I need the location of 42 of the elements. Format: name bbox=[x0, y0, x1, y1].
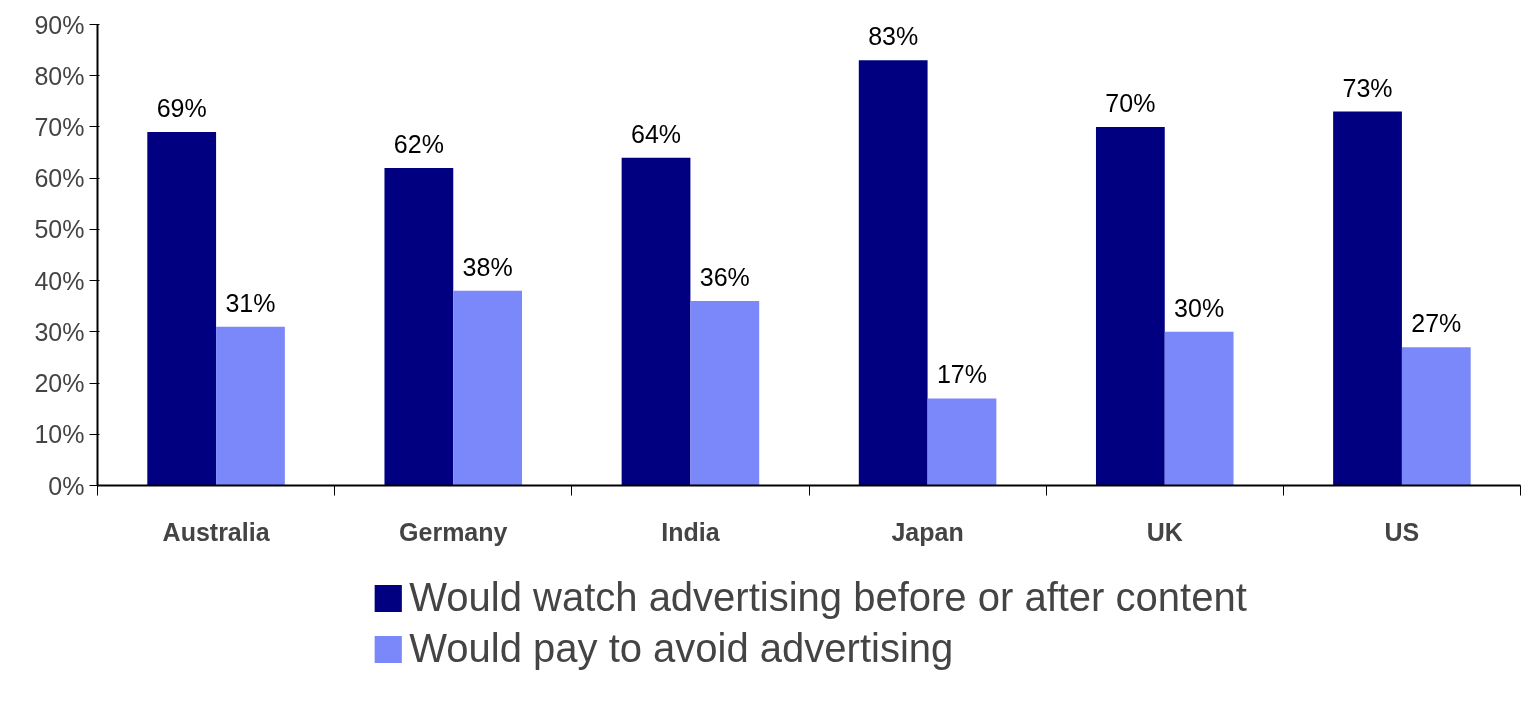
data-label: 36% bbox=[699, 263, 750, 292]
y-tick-label: 40% bbox=[34, 266, 85, 295]
bar bbox=[384, 167, 454, 486]
legend-label: Would watch advertising before or after content bbox=[409, 575, 1247, 620]
data-label: 62% bbox=[393, 129, 444, 158]
y-tick-label: 30% bbox=[34, 317, 85, 346]
data-label: 70% bbox=[1105, 88, 1156, 117]
legend-label: Would pay to avoid advertising bbox=[409, 626, 954, 671]
y-tick-label: 70% bbox=[34, 112, 85, 141]
y-tick-label: 20% bbox=[34, 369, 85, 398]
data-label: 38% bbox=[462, 252, 513, 281]
x-tick-label: Japan bbox=[891, 517, 964, 546]
data-label: 64% bbox=[631, 119, 682, 148]
bar bbox=[1164, 331, 1234, 486]
bar bbox=[147, 132, 217, 486]
x-tick-label: US bbox=[1384, 517, 1420, 546]
data-label: 30% bbox=[1174, 293, 1225, 322]
bar bbox=[1333, 111, 1402, 486]
data-label: 73% bbox=[1342, 73, 1393, 102]
y-tick-label: 90% bbox=[34, 10, 85, 39]
x-tick-label: UK bbox=[1146, 517, 1183, 546]
y-tick-label: 50% bbox=[34, 215, 85, 244]
y-tick-label: 80% bbox=[34, 61, 85, 90]
data-label: 31% bbox=[225, 288, 276, 317]
bar bbox=[927, 398, 997, 486]
data-label: 27% bbox=[1411, 309, 1462, 338]
bar bbox=[621, 157, 691, 486]
bar bbox=[690, 301, 760, 486]
data-label: 83% bbox=[868, 22, 919, 51]
bar bbox=[453, 290, 523, 486]
y-tick-label: 60% bbox=[34, 164, 85, 193]
bar bbox=[858, 60, 928, 486]
bar bbox=[216, 326, 285, 486]
x-tick-label: India bbox=[661, 517, 721, 546]
x-tick-label: Germany bbox=[399, 517, 508, 546]
y-tick-label: 10% bbox=[34, 420, 85, 449]
y-tick-label: 0% bbox=[48, 471, 85, 500]
bar bbox=[1401, 347, 1471, 486]
bar bbox=[1095, 126, 1165, 486]
x-tick-label: Australia bbox=[162, 517, 271, 546]
data-label: 17% bbox=[936, 360, 987, 389]
data-label: 69% bbox=[156, 94, 207, 123]
